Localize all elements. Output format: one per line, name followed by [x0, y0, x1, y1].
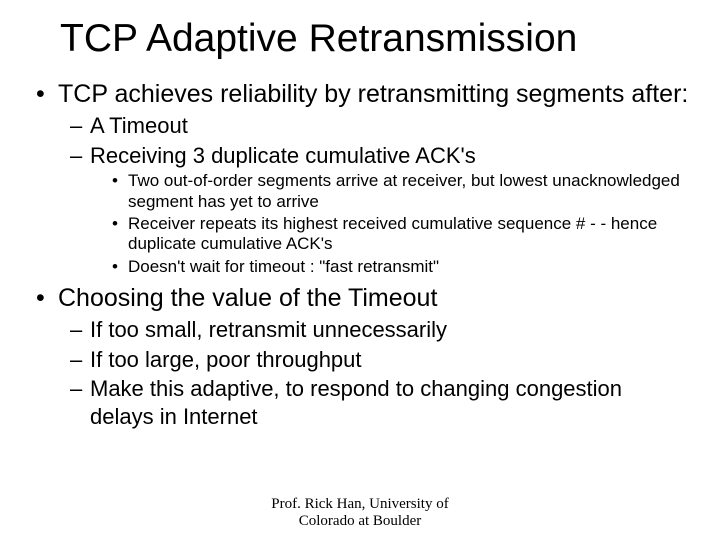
bullet-lvl1-item: Choosing the value of the Timeout If too… [30, 283, 690, 430]
bullet-text: Choosing the value of the Timeout [58, 284, 437, 312]
bullet-lvl2-item: If too small, retransmit unnecessarily [66, 316, 690, 344]
bullet-list-lvl2: A Timeout Receiving 3 duplicate cumulati… [66, 112, 690, 277]
slide-title: TCP Adaptive Retransmission [60, 18, 690, 61]
footer-line-2: Colorado at Boulder [0, 513, 720, 530]
bullet-text: Doesn't wait for timeout : "fast retrans… [128, 257, 439, 276]
bullet-lvl2-item: Make this adaptive, to respond to changi… [66, 375, 690, 430]
slide-container: TCP Adaptive Retransmission TCP achieves… [0, 0, 720, 540]
bullet-text: Make this adaptive, to respond to changi… [90, 376, 622, 429]
bullet-text: If too large, poor throughput [90, 347, 362, 372]
bullet-text: Two out-of-order segments arrive at rece… [128, 171, 680, 210]
bullet-text: If too small, retransmit unnecessarily [90, 317, 447, 342]
bullet-list-lvl1: TCP achieves reliability by retransmitti… [30, 79, 690, 430]
bullet-lvl2-item: Receiving 3 duplicate cumulative ACK's T… [66, 142, 690, 277]
bullet-text: Receiver repeats its highest received cu… [128, 214, 657, 253]
bullet-lvl3-item: Receiver repeats its highest received cu… [108, 214, 690, 255]
footer-line-1: Prof. Rick Han, University of [0, 496, 720, 513]
bullet-lvl2-item: If too large, poor throughput [66, 346, 690, 374]
bullet-list-lvl3: Two out-of-order segments arrive at rece… [108, 171, 690, 277]
slide-footer: Prof. Rick Han, University of Colorado a… [0, 496, 720, 531]
bullet-lvl3-item: Two out-of-order segments arrive at rece… [108, 171, 690, 212]
bullet-text: TCP achieves reliability by retransmitti… [58, 80, 688, 108]
bullet-text: A Timeout [90, 113, 188, 138]
bullet-lvl1-item: TCP achieves reliability by retransmitti… [30, 79, 690, 277]
bullet-list-lvl2: If too small, retransmit unnecessarily I… [66, 316, 690, 430]
bullet-lvl2-item: A Timeout [66, 112, 690, 140]
bullet-lvl3-item: Doesn't wait for timeout : "fast retrans… [108, 257, 690, 277]
bullet-text: Receiving 3 duplicate cumulative ACK's [90, 143, 476, 168]
